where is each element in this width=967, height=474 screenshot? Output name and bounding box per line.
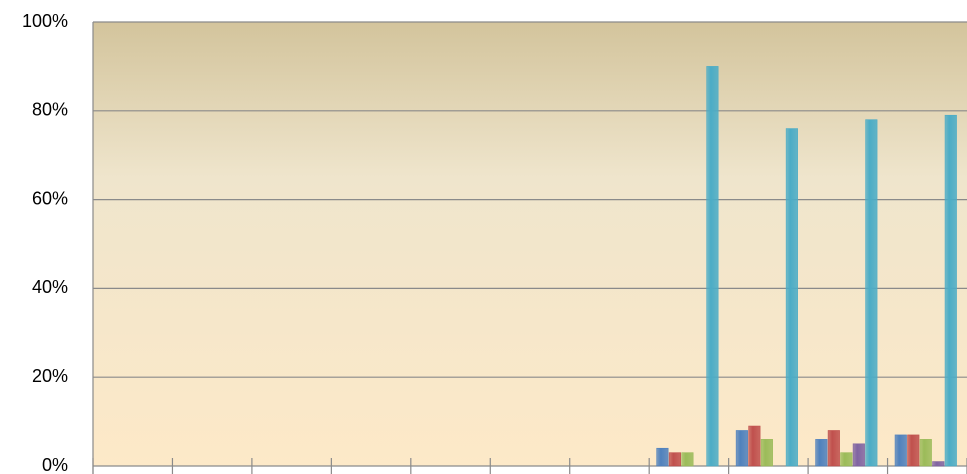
y-tick-label: 0% xyxy=(42,455,68,474)
bar xyxy=(785,128,798,467)
bar xyxy=(852,443,865,467)
bar xyxy=(735,430,748,467)
plot-area xyxy=(93,22,967,466)
bar xyxy=(865,119,878,467)
y-tick-label: 80% xyxy=(32,100,68,120)
bar xyxy=(815,439,828,467)
bar xyxy=(944,114,957,467)
bar xyxy=(668,452,681,467)
bar xyxy=(894,434,907,467)
bar xyxy=(656,447,669,467)
bar xyxy=(932,461,945,467)
bar xyxy=(907,434,920,467)
bar xyxy=(706,66,719,467)
bar xyxy=(760,439,773,467)
bar xyxy=(748,425,761,467)
y-tick-label: 20% xyxy=(32,366,68,386)
bar xyxy=(840,452,853,467)
y-tick-label: 40% xyxy=(32,277,68,297)
y-tick-label: 100% xyxy=(22,11,68,31)
y-tick-label: 60% xyxy=(32,188,68,208)
bar xyxy=(681,452,694,467)
bar xyxy=(919,439,932,467)
bar xyxy=(827,430,840,467)
